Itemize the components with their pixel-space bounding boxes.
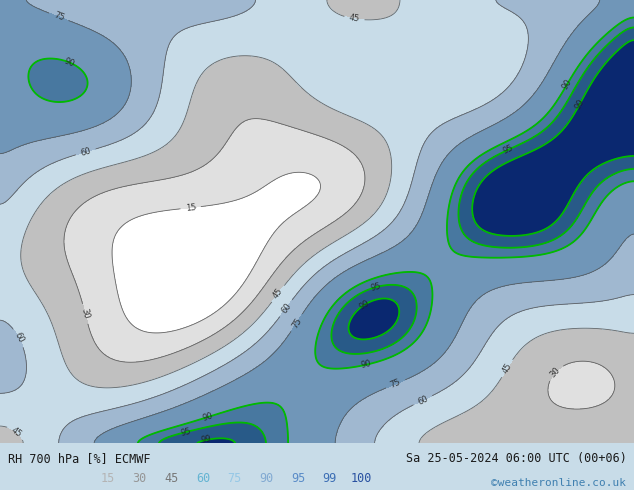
Text: 75: 75 bbox=[389, 378, 403, 390]
Text: RH 700 hPa [%] ECMWF: RH 700 hPa [%] ECMWF bbox=[8, 452, 150, 465]
Text: 95: 95 bbox=[179, 426, 192, 438]
Text: 45: 45 bbox=[271, 287, 285, 300]
Text: 99: 99 bbox=[573, 98, 586, 111]
Text: 45: 45 bbox=[164, 472, 178, 485]
Text: 100: 100 bbox=[351, 472, 372, 485]
Text: 60: 60 bbox=[13, 331, 25, 345]
Text: 75: 75 bbox=[52, 11, 65, 23]
Text: 95: 95 bbox=[291, 472, 305, 485]
Text: 60: 60 bbox=[279, 301, 293, 315]
Text: 30: 30 bbox=[133, 472, 146, 485]
Text: 90: 90 bbox=[259, 472, 273, 485]
Text: 60: 60 bbox=[79, 146, 92, 158]
Text: 99: 99 bbox=[358, 298, 371, 312]
Text: Sa 25-05-2024 06:00 UTC (00+06): Sa 25-05-2024 06:00 UTC (00+06) bbox=[406, 452, 626, 465]
Text: 60: 60 bbox=[196, 472, 210, 485]
Text: 15: 15 bbox=[101, 472, 115, 485]
Text: 95: 95 bbox=[501, 144, 515, 156]
Text: 45: 45 bbox=[501, 362, 514, 375]
Text: 60: 60 bbox=[416, 394, 430, 407]
Text: 90: 90 bbox=[62, 56, 75, 69]
Text: 45: 45 bbox=[10, 425, 23, 439]
Text: 99: 99 bbox=[200, 435, 212, 445]
Text: 30: 30 bbox=[79, 308, 91, 320]
Text: 45: 45 bbox=[349, 13, 360, 24]
Text: 75: 75 bbox=[228, 472, 242, 485]
Text: 30: 30 bbox=[548, 366, 562, 379]
Text: 75: 75 bbox=[290, 316, 303, 330]
Text: 15: 15 bbox=[185, 203, 197, 213]
Text: 90: 90 bbox=[560, 77, 574, 91]
Text: ©weatheronline.co.uk: ©weatheronline.co.uk bbox=[491, 478, 626, 488]
Text: 90: 90 bbox=[360, 359, 372, 370]
Text: 99: 99 bbox=[323, 472, 337, 485]
Text: 90: 90 bbox=[202, 411, 214, 423]
Text: 95: 95 bbox=[370, 281, 382, 293]
